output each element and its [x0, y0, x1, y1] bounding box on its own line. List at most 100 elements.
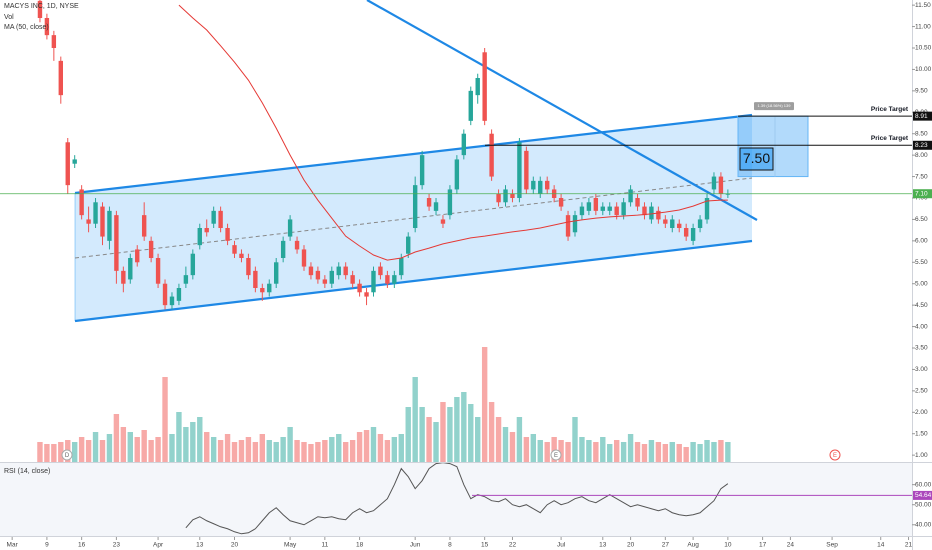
candle-body — [683, 228, 689, 237]
y-tick-label: 8.00 — [915, 152, 928, 159]
x-tick-label: May — [284, 542, 297, 549]
volume-bar — [461, 392, 467, 462]
volume-bar — [495, 417, 502, 462]
volume-bar — [71, 442, 78, 462]
last-price-label: 7.10 — [915, 190, 928, 197]
candle-body — [649, 206, 654, 220]
ma-line — [178, 4, 728, 261]
candle-body — [670, 219, 675, 228]
candle-body — [461, 133, 467, 156]
volume-bar — [600, 437, 606, 462]
volume-bar — [440, 402, 446, 462]
volume-bar — [273, 442, 279, 462]
event-label: E — [833, 453, 837, 459]
candle-body — [239, 253, 244, 258]
x-tick-label: 14 — [877, 542, 885, 549]
volume-bar — [210, 437, 217, 462]
candle-body — [280, 240, 286, 258]
candle-body — [72, 159, 77, 164]
candle-body — [635, 198, 640, 207]
volume-bar — [607, 444, 613, 462]
volume-bar — [468, 404, 474, 462]
channel-upper — [74, 113, 753, 195]
volume-bar — [613, 440, 620, 462]
y-tick-label: 4.50 — [915, 302, 928, 309]
candle-body — [100, 206, 105, 237]
candle-body — [412, 185, 418, 228]
y-tick-label: 7.50 — [915, 173, 928, 180]
candle-body — [677, 223, 682, 228]
candle-body — [503, 189, 508, 203]
candle-body — [454, 159, 460, 190]
volume-bar — [127, 432, 133, 462]
candle-body — [253, 270, 258, 288]
candle-body — [572, 215, 578, 233]
volume-bar — [44, 444, 50, 462]
target-info-box — [754, 102, 794, 111]
volume-bar — [155, 437, 161, 462]
volume-bar — [224, 434, 231, 462]
y-tick-label: 5.00 — [915, 280, 928, 287]
volume-bar — [398, 434, 404, 462]
candle-body — [308, 266, 314, 276]
y-tick-label: 1.00 — [915, 452, 928, 459]
trendline — [366, 0, 758, 221]
volume-bar — [190, 422, 196, 462]
event-marker[interactable] — [829, 449, 841, 461]
volume-bar — [579, 437, 585, 462]
volume-bar — [169, 434, 175, 462]
price-target-label: Price Target — [871, 135, 909, 142]
candle-body — [79, 189, 84, 216]
volume-bar — [113, 414, 120, 462]
candle-body — [711, 176, 717, 190]
x-tick-label: Sep — [826, 542, 838, 549]
candle-body — [433, 202, 439, 211]
candle-body — [141, 215, 147, 237]
rsi-pane — [0, 463, 912, 536]
volume-bar — [641, 444, 648, 462]
candle-body — [496, 193, 501, 203]
rsi-line — [185, 463, 729, 535]
candle-body — [704, 198, 710, 220]
candle-body — [51, 35, 57, 48]
x-tick-label: 11 — [321, 542, 328, 549]
candle-body — [517, 142, 522, 198]
legend-volume: Vol — [4, 14, 14, 21]
volume-bar — [586, 440, 592, 462]
volume-bar — [245, 437, 252, 462]
volume-bar — [370, 427, 377, 462]
target-price-box — [739, 147, 774, 171]
candle-body — [343, 266, 348, 276]
x-tick-label: 27 — [662, 542, 670, 549]
volume-bar — [620, 442, 627, 462]
channel-median — [74, 177, 753, 259]
x-tick-label: 18 — [356, 542, 364, 549]
target-price-label: 7.50 — [743, 150, 770, 166]
volume-bar — [287, 427, 293, 462]
volume-bar — [648, 440, 655, 462]
x-tick-label: 16 — [78, 542, 86, 549]
volume-bar — [447, 407, 453, 462]
volume-bar — [294, 440, 300, 462]
volume-bar — [266, 440, 272, 462]
volume-bar — [377, 434, 384, 462]
candle-body — [482, 52, 487, 121]
volume-bar — [509, 432, 516, 462]
price-target-price: 8.91 — [915, 113, 928, 120]
candle-body — [579, 206, 585, 216]
rsi-level-box — [913, 490, 932, 500]
event-marker[interactable] — [550, 449, 562, 461]
candle-body — [378, 266, 383, 276]
volume-bar — [433, 422, 439, 462]
volume-bar — [419, 407, 425, 462]
candle-body — [697, 219, 703, 228]
volume-bar — [329, 437, 335, 462]
candle-body — [287, 219, 293, 237]
candle-body — [364, 292, 369, 297]
volume-bar — [544, 442, 550, 462]
volume-bar — [690, 442, 696, 462]
volume-bar — [238, 440, 245, 462]
volume-bar — [572, 417, 578, 462]
candle-body — [204, 228, 209, 233]
event-marker[interactable] — [61, 449, 73, 461]
